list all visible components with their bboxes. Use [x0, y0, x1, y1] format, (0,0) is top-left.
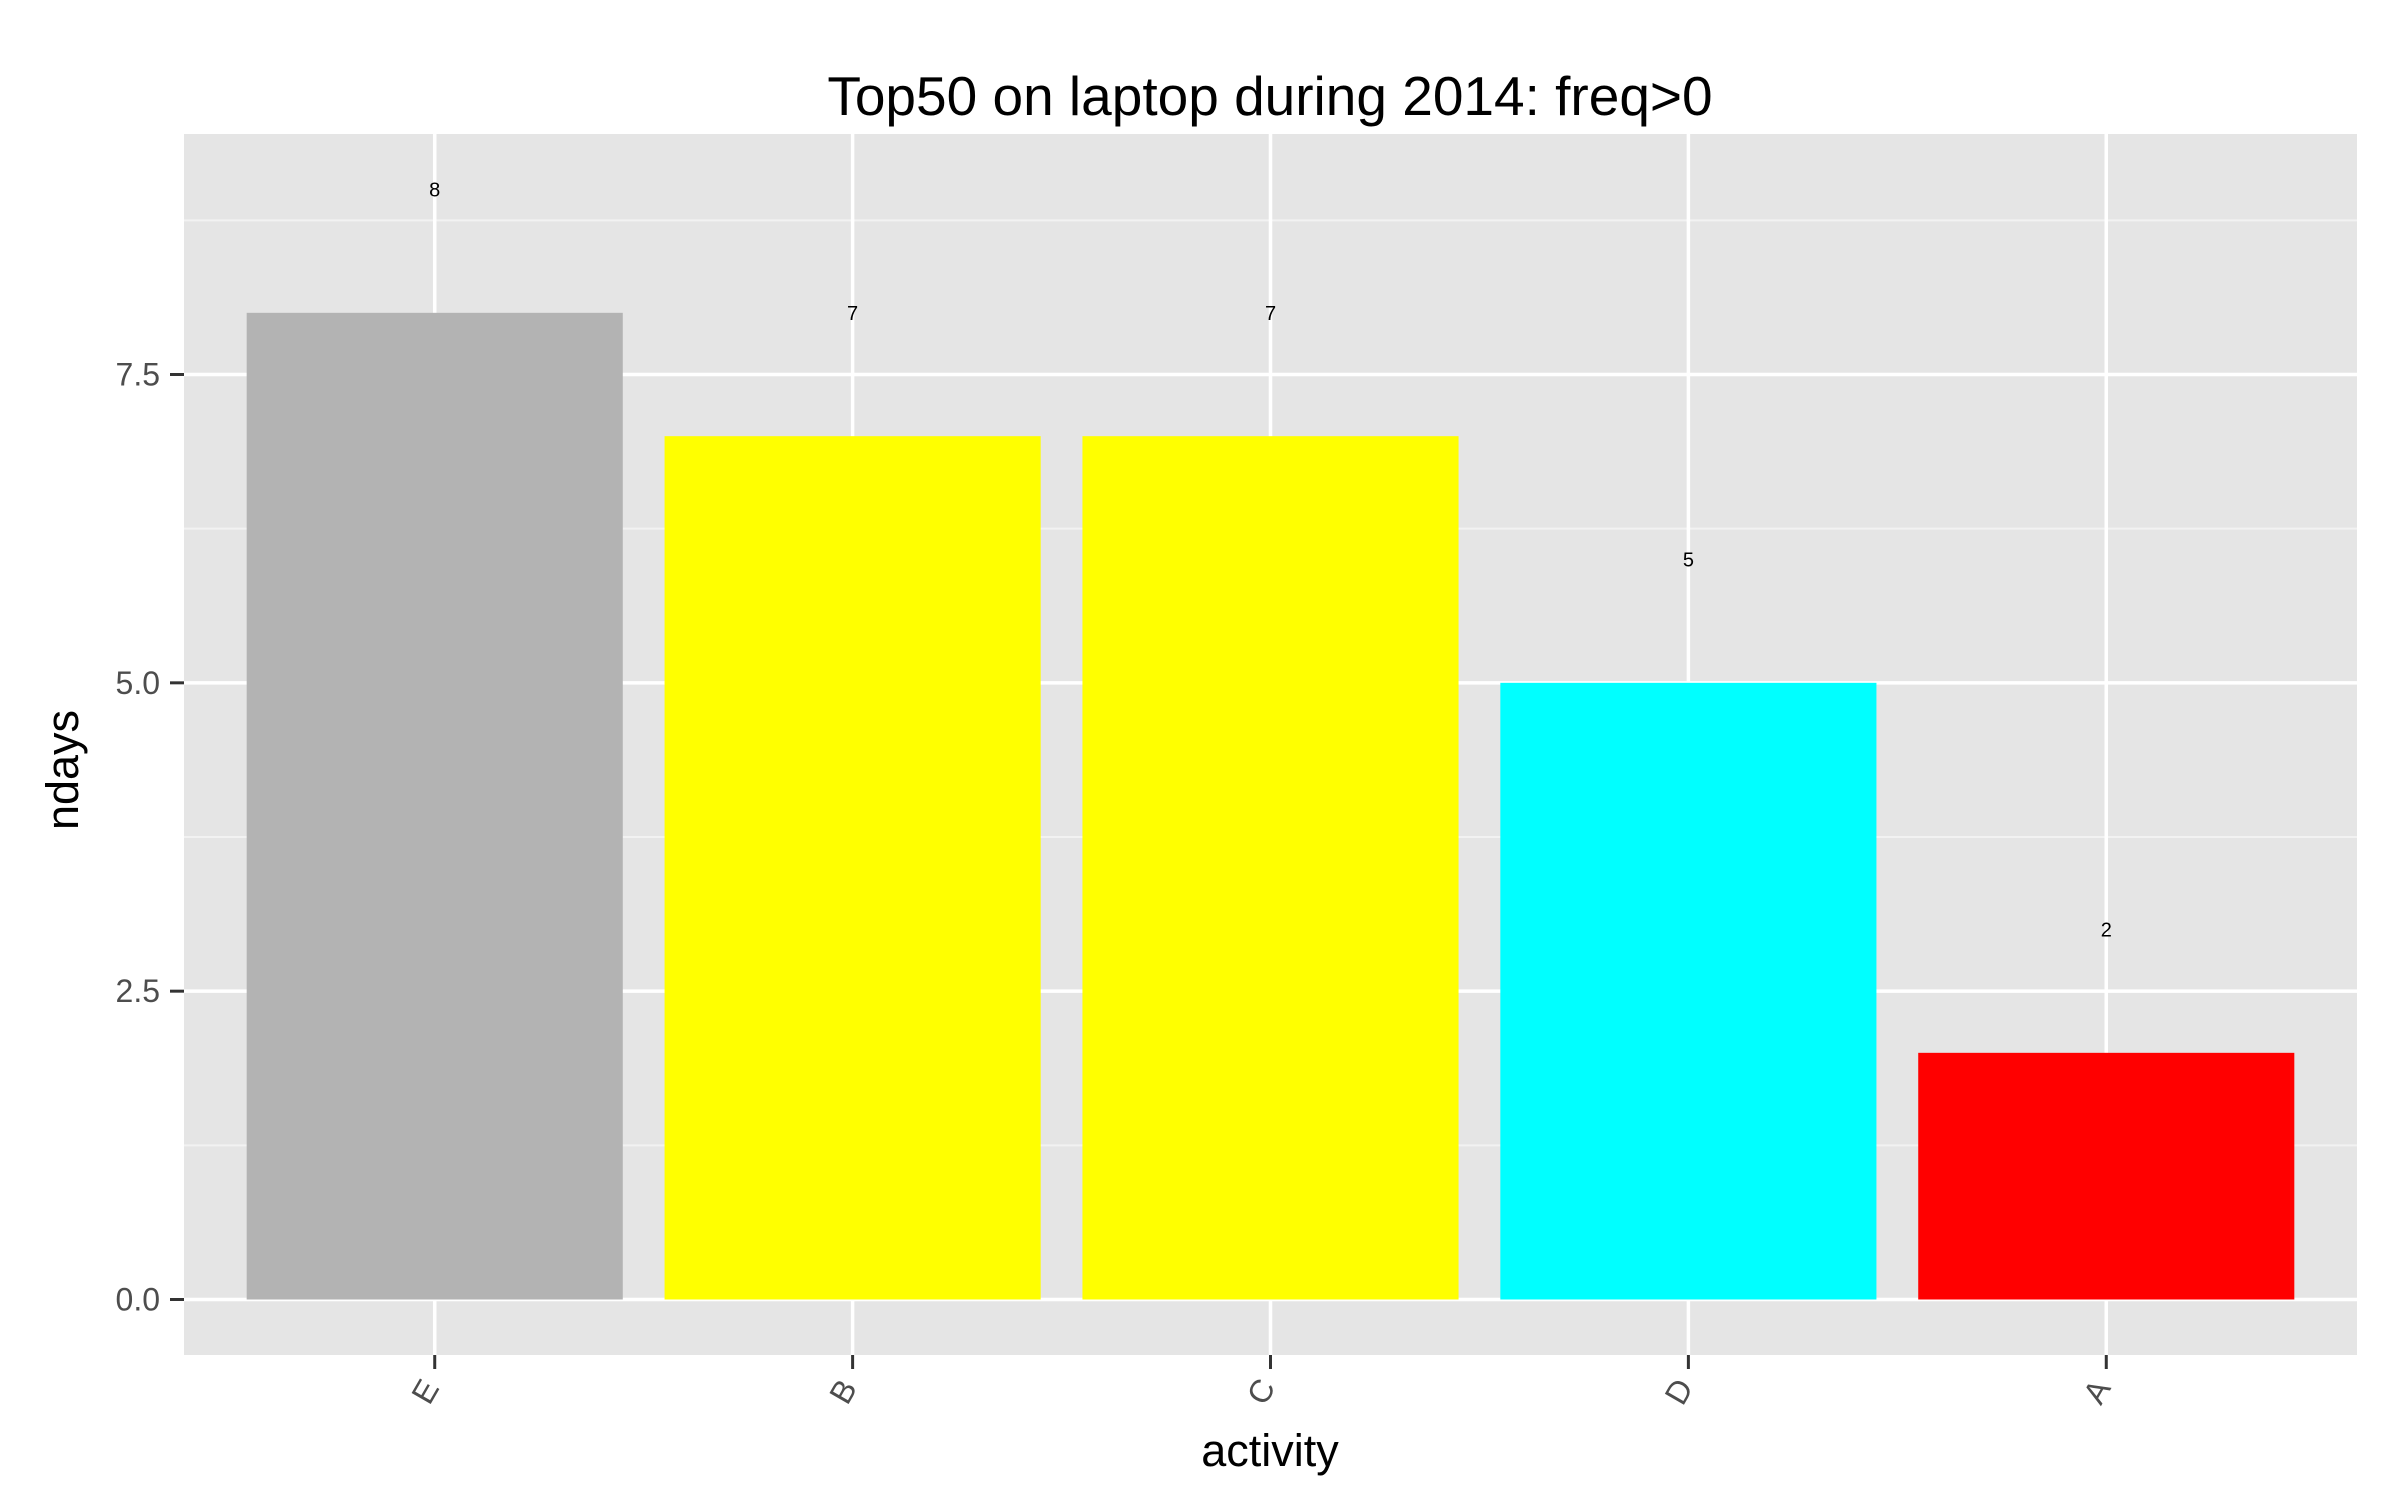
x-tick-label: E	[404, 1373, 446, 1409]
bar-c	[1082, 436, 1459, 1300]
data-label: 7	[1265, 303, 1276, 325]
y-tick-label: 7.5	[116, 357, 160, 393]
chart-title: Top50 on laptop during 2014: freq>0	[827, 65, 1712, 127]
x-tick-label: B	[822, 1373, 864, 1409]
x-axis-title: activity	[1201, 1425, 1339, 1476]
bar-e	[246, 312, 623, 1300]
data-labels: 8 7 7 5 2	[429, 180, 2112, 942]
bar-a	[1918, 1052, 2295, 1300]
bar-b	[664, 436, 1041, 1300]
data-label: 7	[847, 303, 858, 325]
data-label: 8	[429, 180, 440, 202]
y-tick-label: 2.5	[116, 973, 160, 1009]
x-tick-label: A	[2076, 1373, 2118, 1410]
x-tick-label: C	[1240, 1372, 1283, 1410]
x-tick-label: D	[1657, 1372, 1700, 1410]
data-label: 2	[2101, 920, 2112, 942]
data-label: 5	[1683, 550, 1694, 572]
bar-d	[1500, 682, 1877, 1300]
y-tick-label: 0.0	[116, 1282, 160, 1318]
bars	[246, 312, 2295, 1300]
y-axis: 0.0 2.5 5.0 7.5	[116, 357, 184, 1318]
y-tick-label: 5.0	[116, 665, 160, 701]
y-axis-title: ndays	[37, 710, 88, 830]
